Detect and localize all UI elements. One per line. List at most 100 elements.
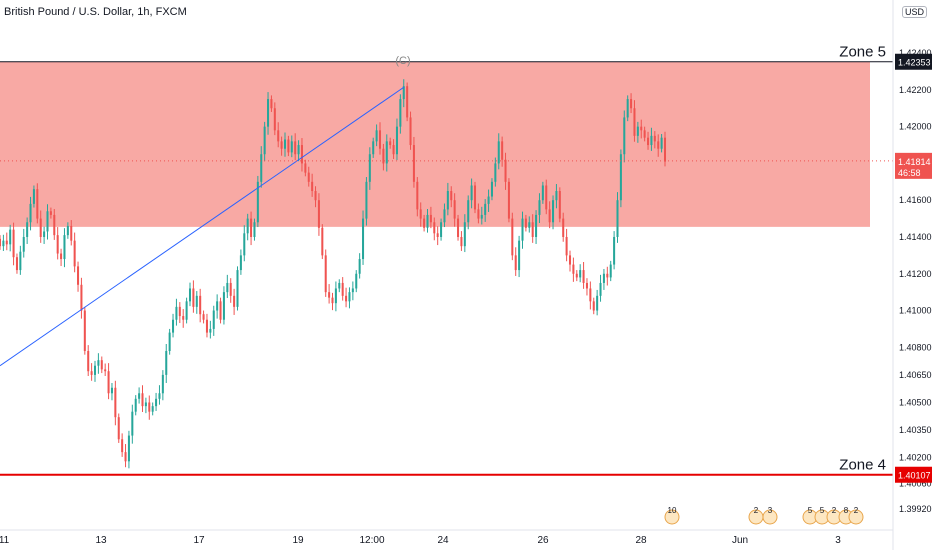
price-axis[interactable] bbox=[893, 0, 932, 550]
candle-body bbox=[358, 259, 361, 274]
candle-body bbox=[263, 126, 266, 155]
candle-body bbox=[100, 360, 103, 370]
event-badge-count: 5 bbox=[820, 506, 825, 515]
candle-body bbox=[440, 222, 443, 237]
y-tick-label: 1.40500 bbox=[899, 397, 932, 407]
candle-body bbox=[616, 200, 619, 237]
candle-body bbox=[402, 86, 405, 100]
candle-body bbox=[110, 387, 113, 394]
candle-body bbox=[375, 130, 378, 142]
candle-body bbox=[175, 306, 178, 320]
candle-body bbox=[633, 108, 636, 136]
event-badge[interactable] bbox=[848, 509, 864, 525]
candle-body bbox=[450, 191, 453, 201]
candle-body bbox=[436, 233, 439, 237]
event-badge[interactable] bbox=[762, 509, 778, 525]
trendline[interactable] bbox=[0, 86, 405, 367]
candle-body bbox=[273, 108, 276, 131]
candle-body bbox=[283, 139, 287, 149]
y-tick-label: 1.42000 bbox=[899, 122, 932, 132]
candle-body bbox=[19, 251, 22, 271]
current-price-tag-bg[interactable] bbox=[895, 152, 932, 179]
candle-body bbox=[63, 235, 66, 260]
y-tick-label: 1.42400 bbox=[899, 48, 932, 58]
candle-body bbox=[643, 130, 646, 138]
candle-body bbox=[12, 229, 15, 258]
candle-body bbox=[368, 154, 371, 182]
candle-body bbox=[73, 240, 76, 267]
candle-body bbox=[192, 288, 195, 307]
zone-4-price-tag-bg[interactable] bbox=[895, 466, 932, 483]
candle-body bbox=[15, 257, 18, 271]
candle-body bbox=[168, 332, 171, 351]
x-tick-label: 19 bbox=[292, 535, 304, 546]
event-badge-count: 5 bbox=[808, 506, 813, 515]
zone-5-price-tag-bg[interactable] bbox=[895, 53, 932, 70]
candle-body bbox=[226, 282, 229, 293]
candle-body bbox=[606, 273, 609, 278]
candle-body bbox=[399, 99, 402, 127]
candle-body bbox=[362, 218, 365, 260]
candle-body bbox=[56, 235, 59, 254]
candle-body bbox=[640, 126, 643, 131]
candle-body bbox=[297, 145, 300, 155]
candle-body bbox=[277, 130, 280, 142]
candle-body bbox=[338, 282, 341, 289]
candle-body bbox=[53, 214, 56, 236]
candle-body bbox=[300, 145, 303, 164]
candle-body bbox=[653, 135, 656, 142]
candle-body bbox=[395, 126, 398, 155]
candle-body bbox=[161, 374, 164, 394]
candle-body bbox=[477, 209, 480, 219]
candle-body bbox=[141, 393, 144, 407]
candle-body bbox=[521, 218, 524, 241]
candle-body bbox=[104, 369, 107, 372]
candle-body bbox=[565, 236, 568, 256]
candle-body bbox=[419, 209, 422, 219]
candle-body bbox=[650, 135, 653, 146]
candle-body bbox=[185, 301, 188, 320]
candle-body bbox=[294, 141, 297, 155]
candle-body bbox=[172, 319, 175, 333]
candle-body bbox=[619, 154, 622, 201]
candle-body bbox=[545, 185, 548, 210]
y-tick-label: 1.41600 bbox=[899, 195, 932, 205]
candle-body bbox=[341, 282, 344, 296]
x-tick-label: 24 bbox=[437, 535, 449, 546]
candle-body bbox=[250, 218, 253, 237]
candle-body bbox=[182, 316, 185, 320]
candle-body bbox=[2, 240, 5, 247]
y-tick-label: 1.40200 bbox=[899, 453, 932, 463]
zone-layer: Zone 5 Zone 4 bbox=[0, 44, 893, 476]
candle-body bbox=[443, 209, 446, 223]
y-tick-label: 1.40800 bbox=[899, 342, 932, 352]
currency-badge[interactable]: USD bbox=[902, 6, 928, 18]
zone-5-box[interactable] bbox=[0, 61, 870, 227]
candle-body bbox=[406, 86, 409, 118]
candle-body bbox=[233, 295, 236, 307]
candle-body bbox=[504, 159, 507, 182]
candle-body bbox=[365, 181, 368, 219]
candle-body bbox=[212, 310, 215, 329]
candle-body bbox=[602, 273, 605, 283]
candle-body bbox=[355, 273, 358, 289]
candle-body bbox=[463, 222, 466, 247]
candle-body bbox=[304, 163, 307, 173]
candle-body bbox=[5, 240, 8, 245]
candle-body bbox=[66, 225, 69, 236]
candle-body bbox=[26, 222, 29, 237]
candle-body bbox=[202, 314, 205, 320]
y-tick-label: 1.40350 bbox=[899, 425, 932, 435]
candle-body bbox=[609, 264, 612, 278]
candle-body bbox=[87, 350, 90, 372]
candle-body bbox=[134, 398, 137, 412]
candle-body bbox=[524, 218, 527, 228]
candle-body bbox=[131, 411, 134, 436]
event-badge[interactable] bbox=[664, 509, 680, 525]
candle-body bbox=[528, 222, 531, 228]
candle-body bbox=[280, 141, 283, 149]
candle-body bbox=[188, 288, 192, 302]
zone-5-price-tag: 1.42353 bbox=[898, 58, 931, 68]
candle-body bbox=[117, 417, 120, 440]
